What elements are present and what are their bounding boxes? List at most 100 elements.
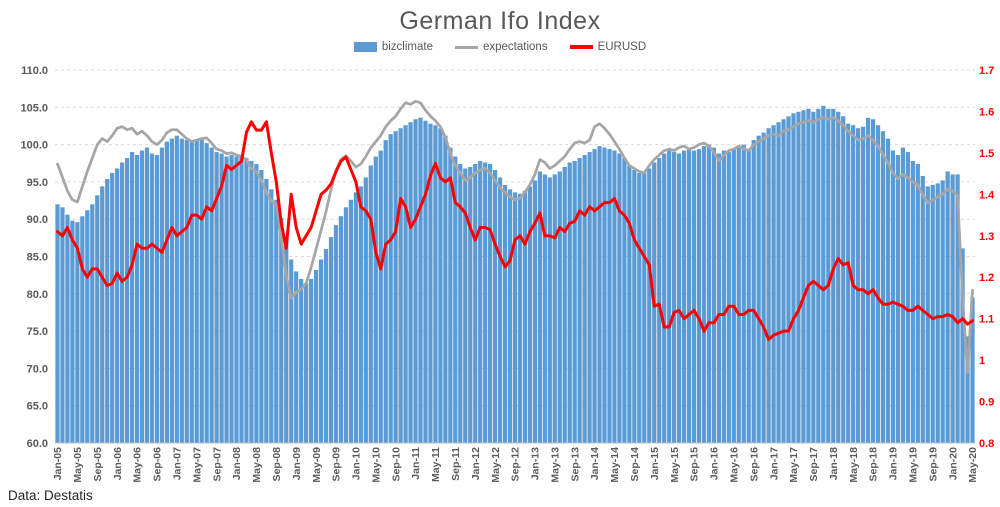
bar-bizclimate (194, 140, 199, 443)
bar-bizclimate (149, 153, 155, 443)
bar-bizclimate (423, 120, 428, 443)
x-axis-label: Sep-19 (927, 447, 939, 482)
bar-bizclimate (403, 125, 408, 443)
bar-bizclimate (134, 155, 140, 443)
bar-bizclimate (841, 116, 846, 443)
y-axis-label-right: 1.5 (979, 148, 994, 160)
bar-bizclimate (308, 278, 314, 443)
x-axis-label: Jan-11 (410, 447, 422, 480)
bar-bizclimate (706, 144, 712, 443)
x-axis-label: May-06 (132, 447, 144, 483)
bar-bizclimate (363, 177, 368, 443)
bar-bizclimate (164, 141, 170, 443)
bar-bizclimate (169, 138, 174, 443)
y-axis-label-left: 85.0 (27, 252, 48, 264)
bar-bizclimate (229, 155, 234, 443)
bar-bizclimate (612, 150, 617, 443)
bar-bizclimate (338, 216, 344, 443)
x-axis-label: Jan-07 (172, 447, 184, 480)
y-axis-label-right: 0.9 (979, 397, 994, 409)
bar-bizclimate (189, 141, 194, 443)
bar-bizclimate (65, 214, 70, 443)
x-axis-label: Jan-20 (947, 447, 959, 480)
bar-bizclimate (224, 156, 229, 443)
bar-bizclimate (607, 149, 612, 444)
bar-bizclimate (448, 147, 453, 444)
x-axis-label: May-05 (72, 447, 84, 483)
bar-bizclimate (781, 119, 786, 444)
bar-bizclimate (249, 161, 254, 443)
bar-bizclimate (940, 180, 945, 443)
bar-bizclimate (935, 183, 940, 443)
y-axis-label-right: 0.8 (979, 438, 994, 450)
bar-bizclimate (115, 168, 120, 444)
x-axis-label: Jan-16 (709, 447, 721, 480)
bar-bizclimate (279, 217, 284, 443)
legend-item-eurusd: EURUSD (569, 41, 647, 53)
y-axis-label-left: 65.0 (27, 401, 48, 413)
bar-bizclimate (129, 152, 135, 443)
x-axis-label: Sep-16 (748, 447, 760, 482)
x-axis-label: Jan-12 (470, 447, 482, 480)
bar-bizclimate (637, 172, 642, 443)
legend-label: bizclimate (381, 41, 433, 53)
bar-bizclimate (826, 108, 831, 444)
bar-bizclimate (458, 163, 463, 443)
bar-bizclimate (60, 207, 65, 443)
y-axis-label-left: 70.0 (27, 363, 48, 375)
bar-bizclimate (960, 248, 965, 443)
bar-bizclimate (328, 237, 334, 443)
bar-bizclimate (159, 147, 165, 444)
bar-bizclimate (453, 156, 458, 443)
bar-bizclimate (433, 125, 438, 443)
bar-bizclimate (915, 163, 920, 443)
legend-item-bizclimate: bizclimate (353, 41, 433, 53)
y-axis-label-left: 60.0 (27, 438, 48, 450)
bar-bizclimate (731, 149, 736, 444)
bar-bizclimate (284, 241, 289, 443)
bar-bizclimate (875, 125, 881, 443)
bar-bizclimate (110, 172, 115, 443)
x-axis-label: May-11 (430, 447, 442, 482)
bar-bizclimate (726, 152, 731, 443)
legend-swatch-gray-line-icon (455, 45, 478, 49)
bar-bizclimate (95, 195, 100, 443)
x-axis-label: Jan-10 (351, 447, 363, 480)
bar-bizclimate (483, 162, 488, 443)
bar-bizclimate (323, 249, 329, 443)
x-axis-label: Sep-15 (689, 447, 701, 482)
bar-bizclimate (647, 168, 652, 444)
bar-bizclimate (428, 123, 433, 443)
bar-bizclimate (154, 155, 160, 443)
y-axis-label-right: 1.3 (979, 231, 994, 243)
bar-bizclimate (502, 184, 508, 443)
x-axis-label: Sep-17 (808, 447, 820, 482)
bar-bizclimate (776, 122, 781, 443)
bar-bizclimate (865, 117, 871, 443)
bar-bizclimate (512, 192, 518, 443)
bar-bizclimate (289, 259, 294, 443)
bar-bizclimate (383, 140, 388, 443)
bar-bizclimate (378, 150, 383, 443)
bar-bizclimate (870, 119, 876, 444)
bar-bizclimate (418, 117, 423, 443)
bar-bizclimate (105, 178, 110, 443)
bar-bizclimate (816, 108, 821, 444)
bar-bizclimate (239, 155, 244, 443)
legend-label: EURUSD (597, 41, 647, 53)
x-axis-label: Sep-10 (390, 447, 402, 482)
bar-bizclimate (930, 184, 935, 443)
bar-bizclimate (577, 158, 582, 443)
bar-bizclimate (473, 163, 478, 443)
bar-bizclimate (299, 278, 304, 443)
bar-bizclimate (821, 105, 826, 444)
bar-bizclimate (950, 174, 955, 443)
x-axis-label: May-18 (848, 447, 860, 483)
bar-bizclimate (100, 186, 105, 443)
y-axis-label-left: 75.0 (27, 326, 48, 338)
bar-bizclimate (771, 125, 776, 443)
x-axis-label: Sep-05 (92, 447, 104, 482)
source-note: Data: Destatis (8, 488, 93, 503)
